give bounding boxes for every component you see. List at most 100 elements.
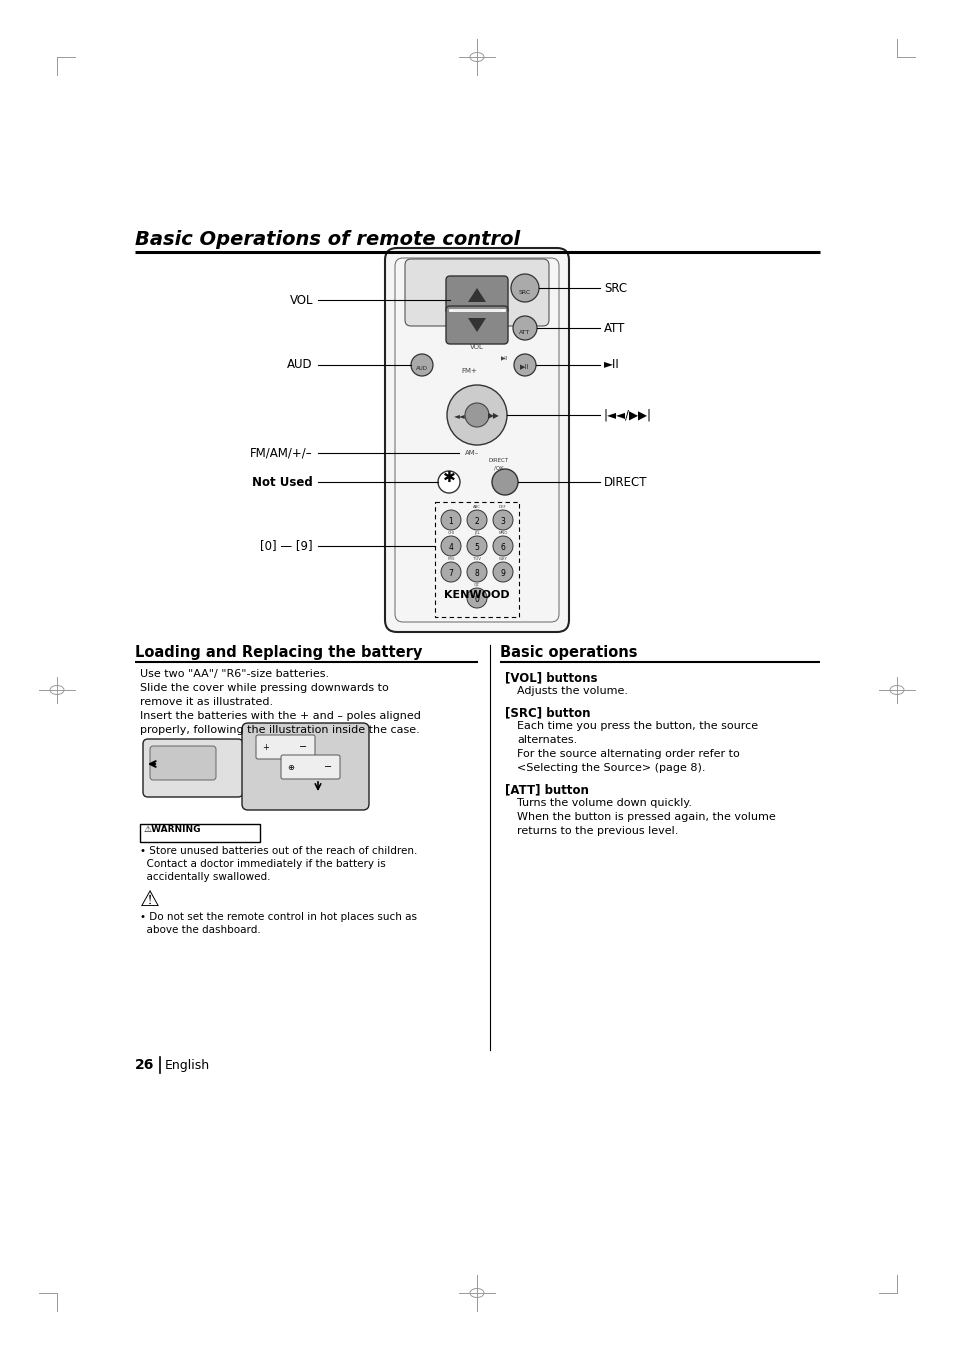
Text: [VOL] buttons: [VOL] buttons (504, 671, 597, 684)
Text: Loading and Replacing the battery: Loading and Replacing the battery (135, 645, 422, 660)
Circle shape (440, 536, 460, 556)
Text: MNO: MNO (497, 531, 507, 535)
Text: 2: 2 (475, 517, 478, 525)
Text: ▶II: ▶II (500, 355, 508, 360)
Text: TUV: TUV (473, 558, 480, 562)
Text: ⚠WARNING: ⚠WARNING (144, 825, 201, 834)
Text: ▶II: ▶II (519, 363, 529, 369)
Circle shape (467, 536, 486, 556)
Text: ABC: ABC (473, 505, 480, 509)
Text: 5: 5 (474, 543, 479, 552)
Text: Adjusts the volume.: Adjusts the volume. (517, 686, 627, 697)
Text: SRC: SRC (518, 289, 531, 294)
Text: GHI: GHI (447, 531, 454, 535)
Text: ►II: ►II (603, 359, 619, 371)
Circle shape (440, 562, 460, 582)
Text: Turns the volume down quickly.: Turns the volume down quickly. (517, 798, 691, 809)
Text: AUD: AUD (287, 359, 313, 371)
Text: VOL: VOL (470, 344, 483, 350)
Text: −: − (298, 743, 307, 752)
Circle shape (514, 354, 536, 377)
Text: English: English (165, 1058, 210, 1072)
FancyBboxPatch shape (242, 724, 369, 810)
FancyBboxPatch shape (385, 248, 568, 632)
Text: returns to the previous level.: returns to the previous level. (517, 826, 678, 836)
Text: ⊕: ⊕ (287, 763, 294, 771)
Text: 7: 7 (448, 568, 453, 578)
Circle shape (513, 316, 537, 340)
Text: ATT: ATT (603, 321, 625, 335)
Circle shape (492, 468, 517, 495)
Polygon shape (468, 319, 485, 332)
Text: properly, following the illustration inside the case.: properly, following the illustration ins… (140, 725, 419, 734)
Text: <Selecting the Source> (page 8).: <Selecting the Source> (page 8). (517, 763, 705, 774)
Circle shape (493, 562, 513, 582)
Text: Insert the batteries with the + and – poles aligned: Insert the batteries with the + and – po… (140, 711, 420, 721)
Text: −: − (324, 761, 332, 772)
Circle shape (467, 589, 486, 608)
Text: Basic Operations of remote control: Basic Operations of remote control (135, 230, 519, 248)
Text: 6: 6 (500, 543, 505, 552)
Text: above the dashboard.: above the dashboard. (140, 925, 260, 936)
Text: 0: 0 (474, 594, 479, 603)
Polygon shape (468, 288, 485, 302)
Text: 26: 26 (135, 1058, 154, 1072)
Circle shape (493, 536, 513, 556)
Text: [SRC] button: [SRC] button (504, 706, 590, 720)
Text: For the source alternating order refer to: For the source alternating order refer t… (517, 749, 739, 759)
Text: DIRECT: DIRECT (603, 475, 647, 489)
Text: SRC: SRC (603, 282, 626, 294)
Text: [0] — [9]: [0] — [9] (260, 540, 313, 552)
FancyBboxPatch shape (446, 306, 507, 344)
Bar (435, 502, 518, 617)
FancyBboxPatch shape (255, 734, 314, 759)
Text: +: + (262, 743, 269, 752)
Text: ▶▶: ▶▶ (488, 412, 499, 420)
Text: accidentally swallowed.: accidentally swallowed. (140, 872, 271, 882)
Text: AUD: AUD (416, 366, 428, 370)
Bar (140, 824, 260, 842)
Text: Use two "AA"/ "R6"-size batteries.: Use two "AA"/ "R6"-size batteries. (140, 670, 329, 679)
Text: QZ: QZ (474, 583, 479, 587)
Circle shape (440, 510, 460, 531)
Text: JKL: JKL (474, 531, 479, 535)
FancyBboxPatch shape (405, 259, 548, 325)
Text: ⚠: ⚠ (140, 890, 160, 910)
Text: |◄◄/▶▶|: |◄◄/▶▶| (603, 409, 651, 421)
Circle shape (464, 404, 489, 427)
Text: ✱: ✱ (442, 470, 455, 485)
Text: Slide the cover while pressing downwards to: Slide the cover while pressing downwards… (140, 683, 388, 693)
Text: PRS: PRS (447, 558, 455, 562)
Text: FM+: FM+ (460, 369, 476, 374)
Text: 1: 1 (448, 517, 453, 525)
FancyBboxPatch shape (281, 755, 339, 779)
Text: 8: 8 (475, 568, 478, 578)
Text: • Store unused batteries out of the reach of children.: • Store unused batteries out of the reac… (140, 846, 417, 856)
Text: [ATT] button: [ATT] button (504, 783, 588, 796)
Circle shape (447, 385, 506, 446)
Circle shape (411, 354, 433, 377)
Text: alternates.: alternates. (517, 734, 577, 745)
Text: DIRECT: DIRECT (489, 458, 509, 463)
Circle shape (511, 274, 538, 302)
Text: Not Used: Not Used (252, 475, 313, 489)
Text: DEF: DEF (498, 505, 506, 509)
Text: 9: 9 (500, 568, 505, 578)
FancyBboxPatch shape (446, 275, 507, 315)
Text: 4: 4 (448, 543, 453, 552)
Text: FM/AM/+/–: FM/AM/+/– (250, 447, 313, 459)
Text: KENWOOD: KENWOOD (444, 590, 509, 599)
Circle shape (467, 562, 486, 582)
Text: • Do not set the remote control in hot places such as: • Do not set the remote control in hot p… (140, 913, 416, 922)
Text: Basic operations: Basic operations (499, 645, 637, 660)
Circle shape (493, 510, 513, 531)
Circle shape (467, 510, 486, 531)
Text: ◄◄: ◄◄ (454, 412, 465, 420)
FancyBboxPatch shape (143, 738, 243, 796)
Text: ATT: ATT (518, 329, 530, 335)
Text: WXY: WXY (498, 558, 507, 562)
Text: 3: 3 (500, 517, 505, 525)
FancyBboxPatch shape (150, 747, 215, 780)
Text: /OK: /OK (494, 466, 503, 471)
Text: When the button is pressed again, the volume: When the button is pressed again, the vo… (517, 811, 775, 822)
